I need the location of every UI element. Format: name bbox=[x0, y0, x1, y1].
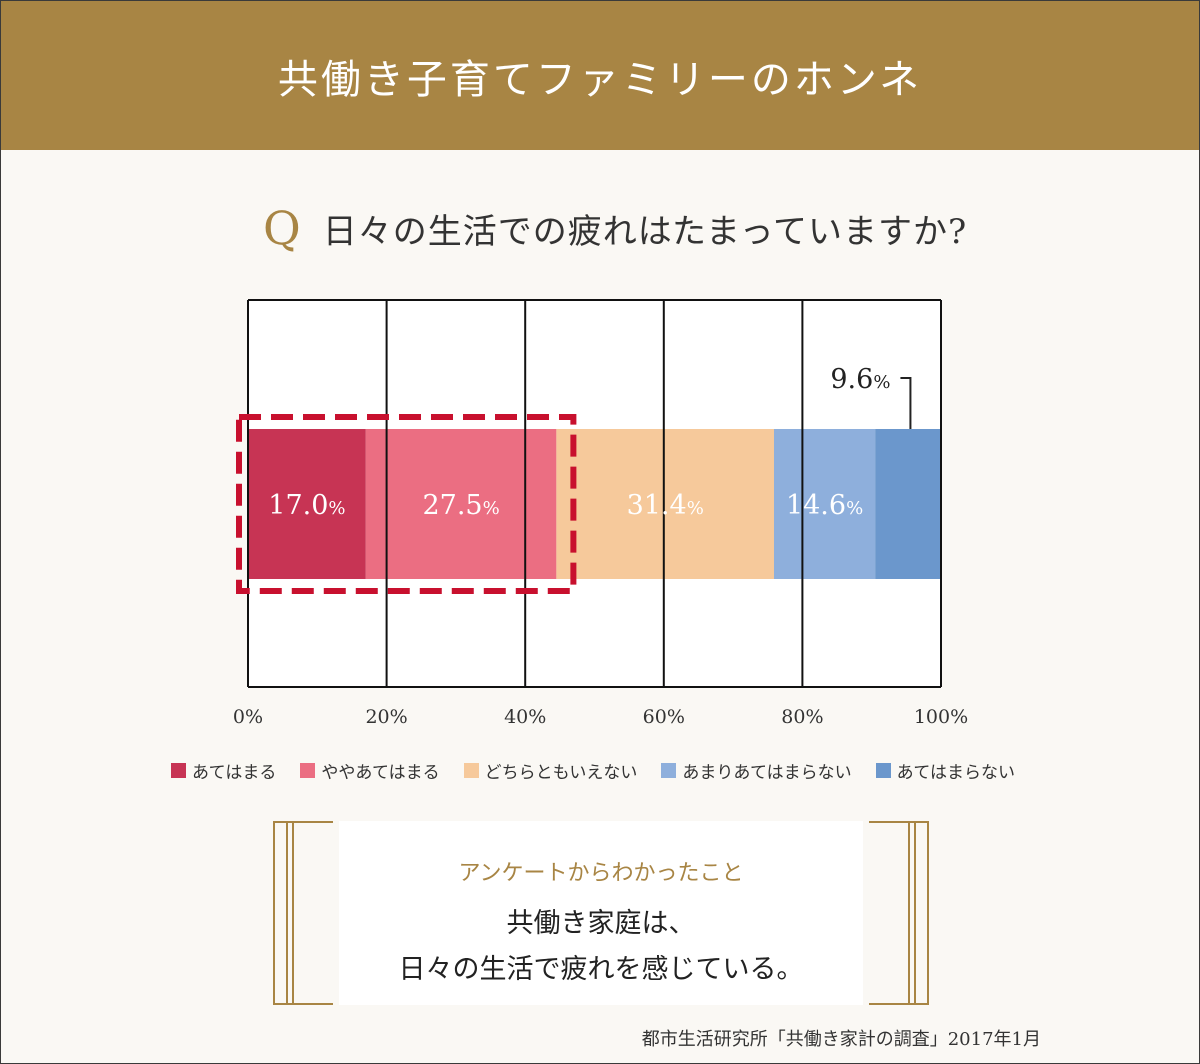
legend-label-2: ややあてはまる bbox=[321, 763, 440, 783]
legend-swatch-5 bbox=[875, 763, 891, 778]
header-title: 共働き子育てファミリーのホンネ bbox=[277, 56, 923, 103]
finding-label: アンケートからわかったこと bbox=[458, 861, 744, 886]
header-banner: 共働き子育てファミリーのホンネ bbox=[1, 1, 1199, 150]
legend-label-3: どちらともいえない bbox=[484, 763, 638, 783]
x-tick-label-0: 0% bbox=[233, 706, 263, 728]
source-citation: 都市生活研究所「共働き家計の調査」2017年1月 bbox=[641, 1029, 1041, 1050]
bar-segment-5 bbox=[875, 429, 942, 579]
question-mark: Q bbox=[263, 201, 301, 255]
bar-segment-1 bbox=[248, 429, 366, 579]
legend-label-4: あまりあてはまらない bbox=[682, 763, 852, 783]
finding-box-frame bbox=[273, 821, 929, 1005]
x-tick-label-3: 60% bbox=[643, 706, 685, 728]
finding-line-2: 日々の生活で疲れを感じている。 bbox=[398, 954, 804, 985]
legend-label-1: あてはまる bbox=[192, 763, 277, 783]
bar-segment-3 bbox=[556, 429, 774, 579]
chart-legend: あてはまる ややあてはまる どちらともいえない あまりあてはまらない あてはまらない bbox=[171, 758, 1039, 783]
bar-segment-4 bbox=[773, 429, 876, 579]
legend-swatch-4 bbox=[661, 763, 677, 778]
data-label-3: 31.4% bbox=[627, 490, 704, 521]
legend-item-3: どちらともいえない bbox=[463, 758, 638, 783]
legend-label-5: あてはまらない bbox=[896, 763, 1015, 783]
data-label-4: 14.6% bbox=[786, 490, 863, 521]
data-label-2: 27.5% bbox=[422, 490, 499, 521]
legend-swatch-3 bbox=[463, 763, 479, 778]
highlight-box bbox=[236, 414, 577, 594]
x-tick-label-1: 20% bbox=[365, 706, 407, 728]
stacked-bar-chart: 0% 20% 40% 60% 80% 100% 17.0% 27.5% 31.4% 14.6% 9.… bbox=[233, 299, 968, 728]
legend-item-2: ややあてはまる bbox=[300, 758, 440, 783]
data-label-1: 17.0% bbox=[268, 490, 345, 521]
x-tick-label-2: 40% bbox=[504, 706, 546, 728]
data-label-5: 9.6% bbox=[830, 364, 890, 395]
x-tick-label-5: 100% bbox=[914, 706, 968, 728]
question-text: 日々の生活での疲れはたまっていますか? bbox=[322, 211, 968, 252]
legend-swatch-1 bbox=[171, 763, 186, 778]
finding-line-1: 共働き家庭は、 bbox=[506, 908, 696, 939]
legend-item-5: あてはまらない bbox=[875, 758, 1015, 783]
legend-swatch-2 bbox=[300, 763, 316, 778]
leader-line bbox=[900, 377, 912, 429]
question: Q 日々の生活での疲れはたまっていますか? bbox=[263, 201, 967, 255]
finding-content: アンケートからわかったこと 共働き家庭は、 日々の生活で疲れを感じている。 bbox=[339, 821, 863, 1005]
finding-box: アンケートからわかったこと 共働き家庭は、 日々の生活で疲れを感じている。 bbox=[273, 821, 929, 1005]
legend-item-4: あまりあてはまらない bbox=[661, 758, 852, 783]
legend-item-1: あてはまる bbox=[171, 758, 276, 783]
x-tick-label-4: 80% bbox=[781, 706, 823, 728]
